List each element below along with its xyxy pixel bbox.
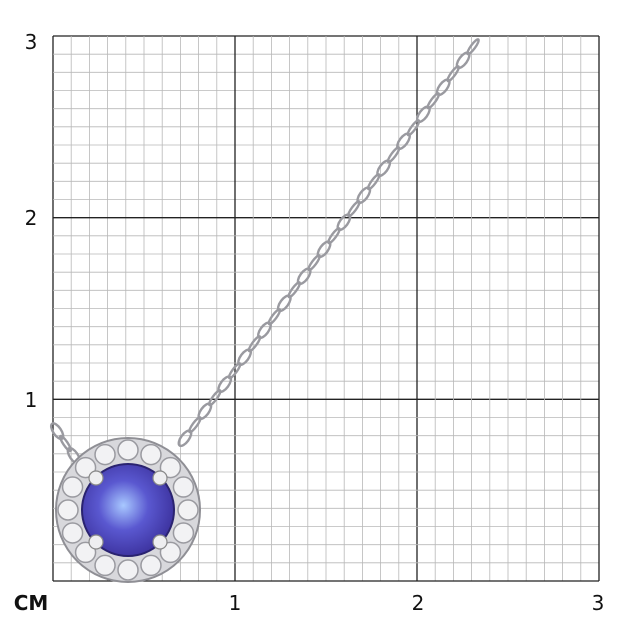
accent-diamond <box>94 554 116 577</box>
chain-link <box>227 362 242 380</box>
chain-link <box>58 434 73 453</box>
chain-link <box>287 281 302 299</box>
prong <box>152 534 168 550</box>
chain-link <box>366 173 381 191</box>
chain-link <box>426 92 441 110</box>
accent-diamond <box>61 476 84 498</box>
unit-label: CM <box>13 591 49 615</box>
chain-link <box>207 389 222 407</box>
chain-link <box>446 65 460 83</box>
chain-link <box>49 422 65 441</box>
accent-diamond <box>61 522 84 544</box>
x-tick-2: 2 <box>411 591 425 615</box>
accent-diamond <box>159 456 182 479</box>
chain-link <box>188 416 202 434</box>
accent-diamond <box>94 443 116 466</box>
accent-diamond <box>57 499 79 521</box>
chain-link <box>327 227 341 245</box>
chain-link <box>347 200 361 218</box>
accent-diamond <box>140 443 162 466</box>
accent-diamond <box>177 499 199 521</box>
chain-link <box>386 146 401 164</box>
accent-diamond <box>159 541 182 564</box>
chain-link <box>406 119 421 137</box>
accent-diamond <box>74 456 97 479</box>
x-tick-3: 3 <box>591 591 605 615</box>
center-gemstone <box>81 463 175 557</box>
y-tick-3: 3 <box>24 30 38 54</box>
accent-diamond <box>74 541 97 564</box>
accent-diamond <box>140 554 162 577</box>
chain-link <box>267 308 282 326</box>
chain-link <box>466 38 480 56</box>
accent-diamond <box>172 522 195 544</box>
y-tick-1: 1 <box>24 388 38 412</box>
accent-diamond <box>172 476 195 498</box>
accent-diamond <box>117 559 139 581</box>
prong <box>88 534 104 550</box>
accent-diamond <box>117 439 139 461</box>
x-tick-1: 1 <box>228 591 242 615</box>
y-tick-2: 2 <box>24 206 38 230</box>
chain-link <box>307 254 321 272</box>
prong <box>88 470 104 486</box>
chain-link <box>247 335 262 353</box>
prong <box>152 470 168 486</box>
